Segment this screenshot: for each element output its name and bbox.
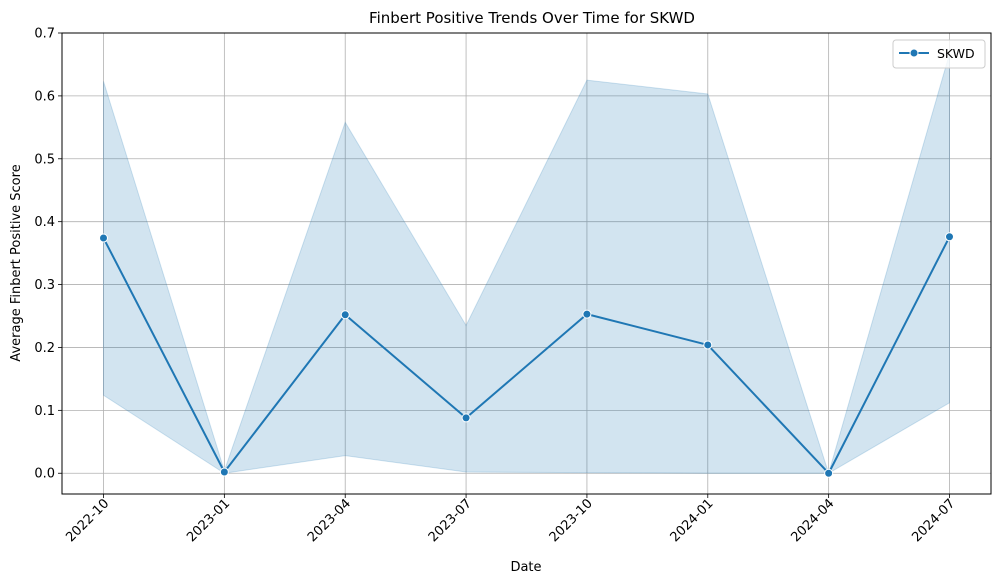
y-tick-label: 0.7	[34, 27, 55, 42]
plot-frame	[61, 32, 992, 495]
legend-label-skwd: SKWD	[937, 46, 975, 61]
y-axis-ticks: 0.0 0.1 0.2 0.3 0.4 0.5 0.6 0.7	[34, 27, 62, 482]
legend-marker	[909, 48, 919, 58]
y-tick-label: 0.4	[34, 215, 55, 230]
data-point	[340, 310, 350, 320]
legend: SKWD	[892, 39, 986, 69]
series-line-layer	[102, 236, 951, 475]
data-point	[219, 467, 229, 477]
data-point	[703, 340, 713, 350]
data-point	[99, 233, 108, 243]
y-tick-label: 0.5	[34, 152, 55, 167]
data-point	[945, 232, 954, 242]
chart-title: Finbert Positive Trends Over Time for SK…	[369, 9, 695, 27]
x-axis-title: Date	[510, 560, 541, 575]
y-tick-label: 0.1	[34, 404, 55, 419]
confidence-band	[103, 53, 950, 475]
data-point	[582, 309, 592, 319]
data-point-layer	[99, 232, 954, 478]
y-tick-label: 0.6	[34, 89, 55, 104]
series-line-skwd	[102, 236, 951, 475]
y-tick-label: 0.3	[34, 278, 55, 293]
legend-box	[892, 39, 986, 69]
y-tick-label: 0.0	[34, 467, 55, 482]
data-point	[824, 468, 834, 478]
y-axis-title: Average Finbert Positive Score	[9, 164, 24, 361]
confidence-band-layer	[103, 53, 950, 475]
grid	[62, 32, 991, 494]
y-tick-label: 0.2	[34, 341, 55, 356]
data-point	[461, 413, 471, 423]
